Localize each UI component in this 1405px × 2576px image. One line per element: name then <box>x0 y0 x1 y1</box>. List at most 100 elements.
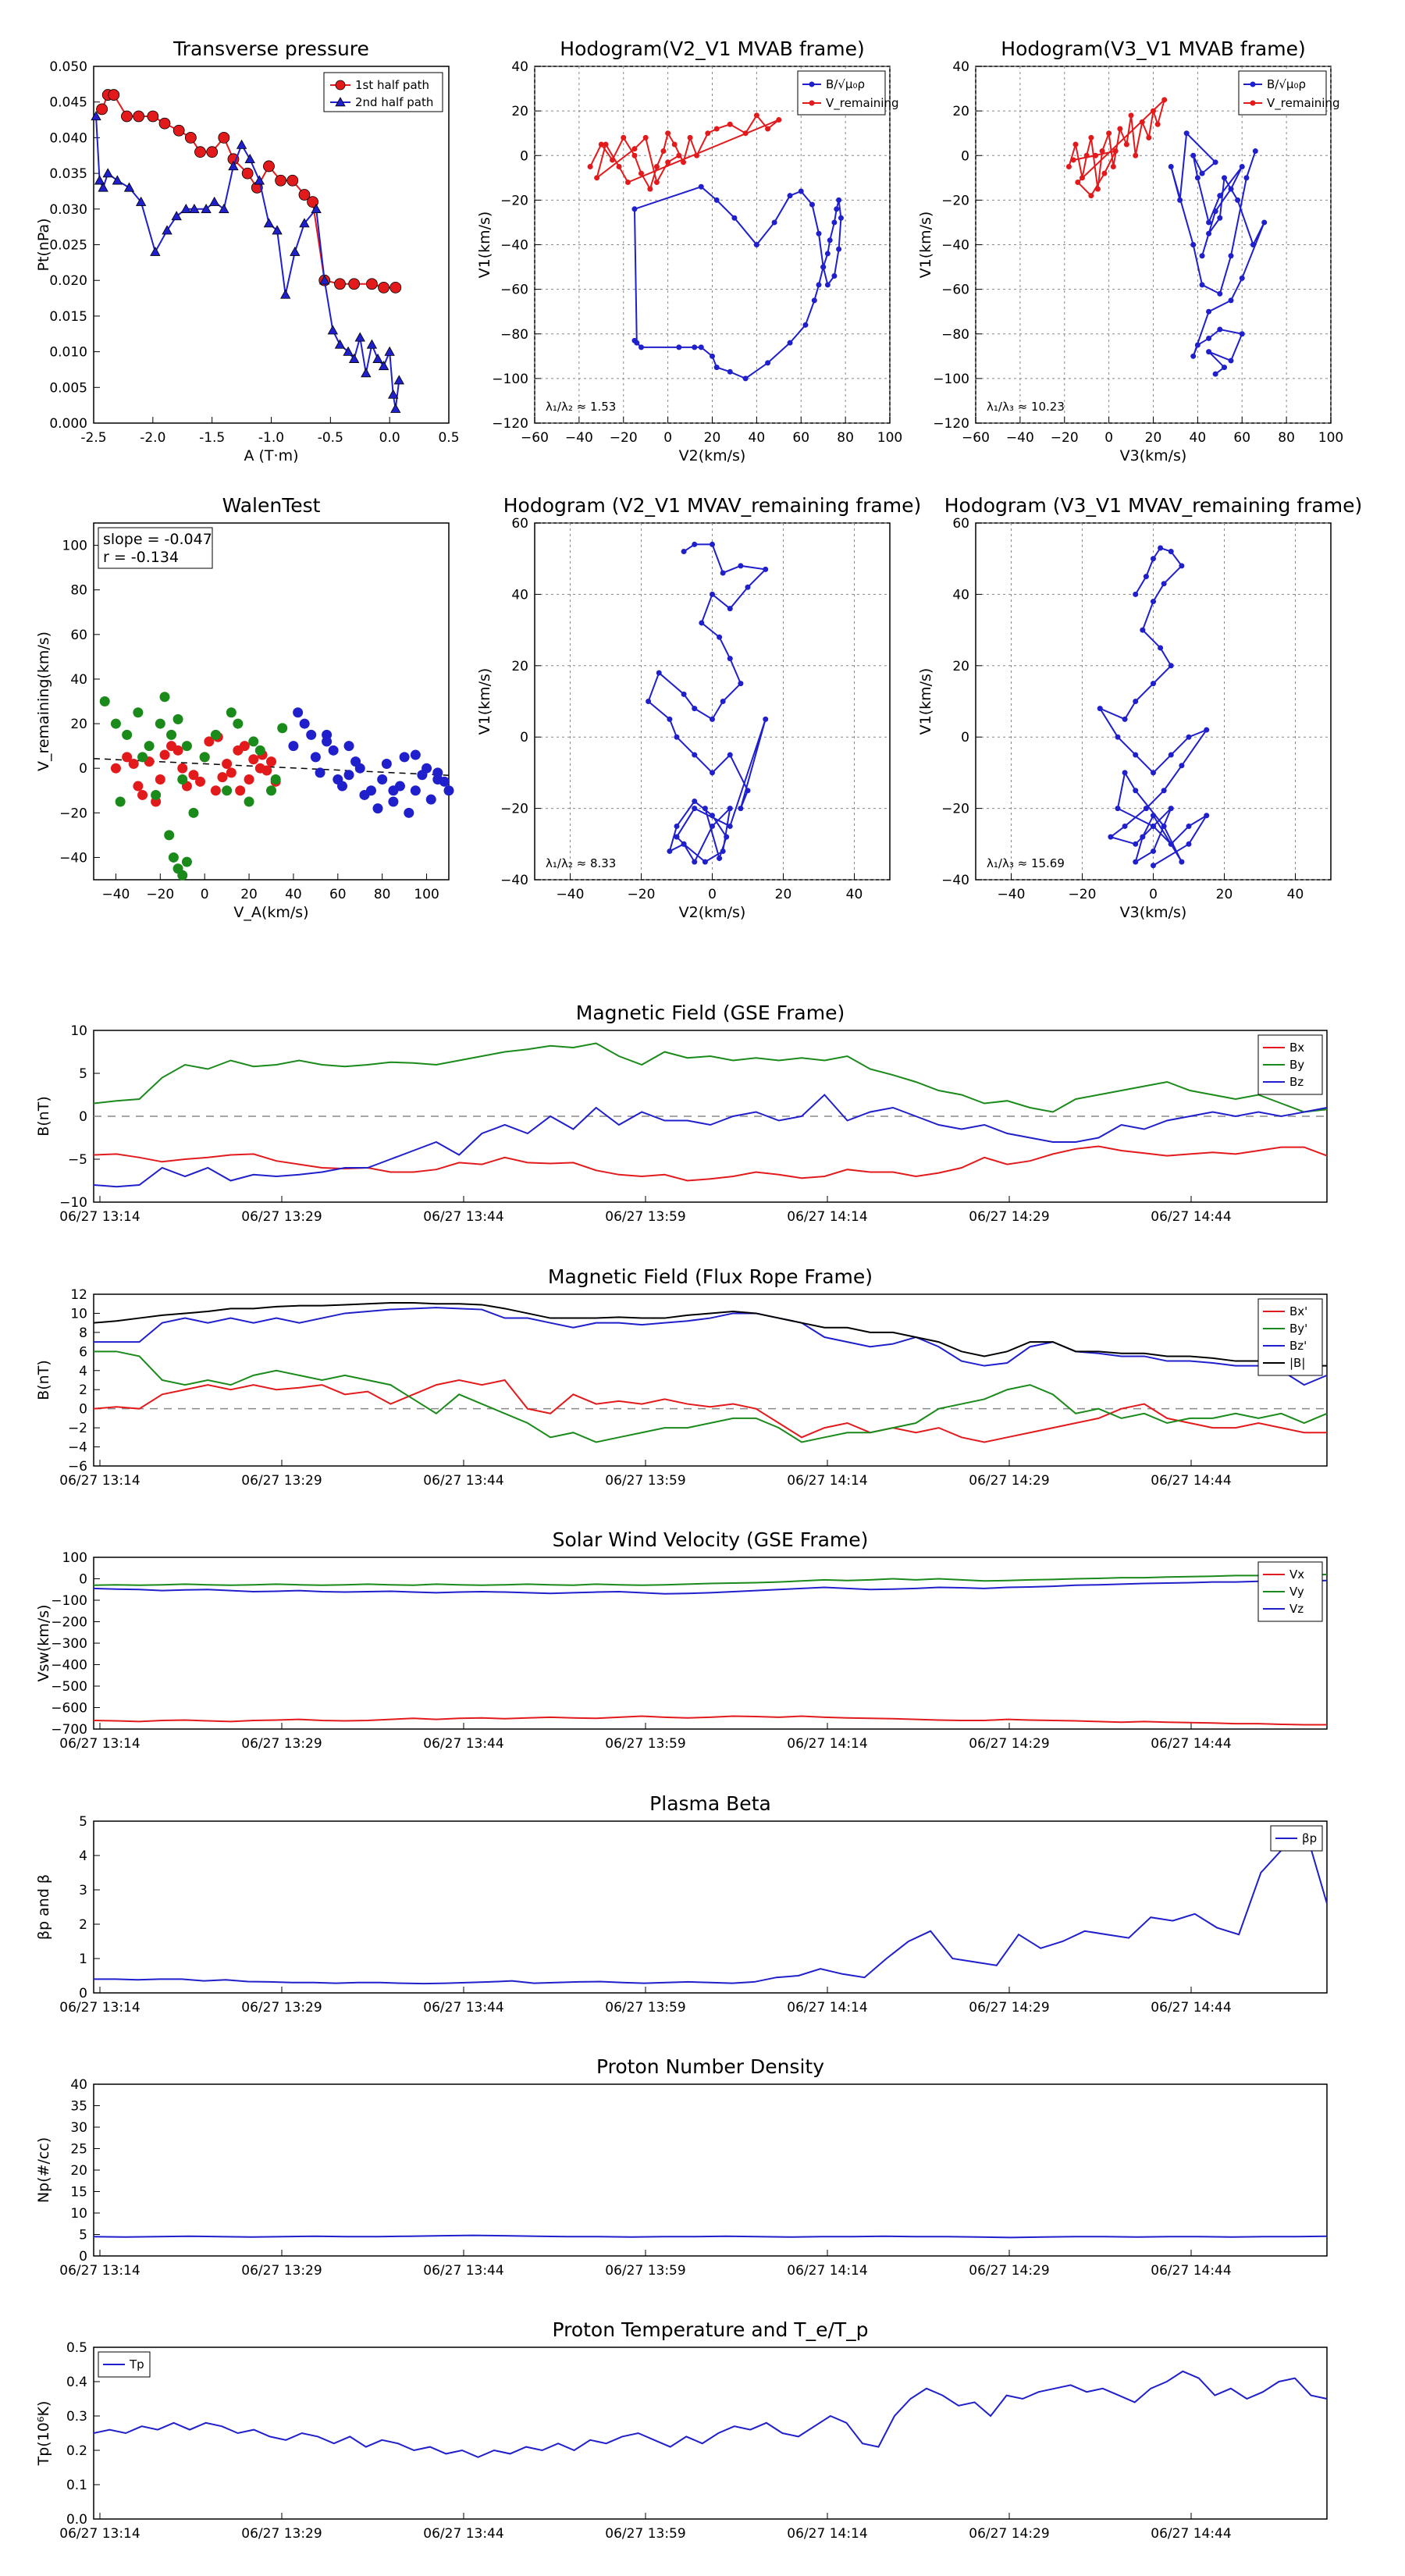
series-line <box>93 1042 1328 1113</box>
data-point <box>798 188 804 194</box>
data-point <box>280 289 291 299</box>
y-tick-label: 5 <box>79 2228 87 2243</box>
data-point <box>1139 119 1145 125</box>
data-point <box>133 781 144 792</box>
x-tick-label: 0 <box>1149 887 1158 902</box>
y-tick-label: −60 <box>941 283 969 298</box>
y-tick-label: 40 <box>70 2077 87 2093</box>
y-tick-label: 20 <box>511 104 528 119</box>
data-point <box>290 246 301 256</box>
y-tick-label: −20 <box>500 802 528 817</box>
data-point <box>1128 112 1134 119</box>
data-point <box>1250 242 1256 247</box>
data-point <box>1228 358 1234 364</box>
legend-marker <box>335 80 346 91</box>
data-point <box>1177 197 1183 203</box>
data-point <box>108 89 120 101</box>
series-line <box>93 2234 1328 2239</box>
data-point <box>1123 141 1129 148</box>
data-point <box>361 368 372 378</box>
data-point <box>348 278 361 290</box>
data-point <box>674 823 680 829</box>
y-tick-label: −40 <box>500 873 528 888</box>
axes-frame <box>93 1820 1328 1994</box>
data-point <box>337 781 347 792</box>
data-point <box>1168 806 1174 812</box>
data-point <box>1168 164 1174 170</box>
data-point <box>122 729 133 740</box>
x-tick-label: 0.0 <box>379 430 400 446</box>
time-tick-label: 06/27 14:29 <box>969 2526 1049 2542</box>
time-tick-label: 06/27 13:44 <box>423 1209 503 1225</box>
data-point <box>384 346 395 356</box>
legend-label: Bx' <box>1289 1304 1307 1318</box>
time-tick-label: 06/27 14:29 <box>969 2000 1049 2016</box>
data-point <box>343 346 354 356</box>
data-point <box>168 852 179 863</box>
data-point <box>631 206 638 212</box>
y-axis-label: Vsw(km/s) <box>35 1604 52 1681</box>
data-point <box>388 796 399 807</box>
data-point <box>710 716 715 722</box>
data-point <box>727 823 733 829</box>
data-point <box>702 859 708 865</box>
y-tick-label: −40 <box>500 238 528 254</box>
x-tick-label: 0 <box>708 887 717 902</box>
time-tick-label: 06/27 13:29 <box>241 1209 322 1225</box>
data-point <box>638 170 644 176</box>
data-point <box>1133 591 1139 597</box>
data-point <box>1190 152 1197 158</box>
data-point <box>1206 219 1212 226</box>
data-point <box>372 803 383 814</box>
x-tick-label: 20 <box>1216 887 1233 902</box>
data-point <box>266 785 276 796</box>
data-point <box>319 275 330 285</box>
data-point <box>698 183 704 190</box>
data-point <box>1212 371 1218 377</box>
data-point <box>692 798 698 804</box>
data-point <box>638 344 644 350</box>
data-point <box>1199 170 1205 176</box>
data-point <box>694 152 700 158</box>
y-tick-label: 3 <box>79 1883 87 1898</box>
data-point <box>831 219 838 226</box>
data-point <box>137 752 148 763</box>
data-point <box>177 870 188 881</box>
data-point <box>742 375 749 382</box>
data-point <box>674 734 680 740</box>
y-axis-label: V1(km/s) <box>917 668 934 735</box>
legend-label: 1st half path <box>355 78 429 92</box>
eigen-ratio: λ₁/λ₂ ≈ 1.53 <box>546 400 616 414</box>
data-point <box>765 360 771 366</box>
data-point <box>121 110 133 123</box>
legend-marker <box>809 100 815 106</box>
y-tick-label: 10 <box>70 1306 87 1322</box>
data-point <box>1143 574 1149 580</box>
y-tick-label: 60 <box>511 516 528 532</box>
data-point <box>334 278 346 290</box>
data-point <box>102 168 113 178</box>
data-point <box>151 789 162 800</box>
series-line <box>93 1094 1328 1188</box>
y-tick-label: 0.005 <box>49 380 87 396</box>
data-point <box>417 770 428 781</box>
data-point <box>676 344 682 350</box>
x-axis-label: V_A(km/s) <box>233 904 308 921</box>
y-tick-label: 0 <box>79 2249 87 2265</box>
data-point <box>727 806 733 812</box>
axes-frame <box>93 2083 1328 2257</box>
data-point <box>1206 335 1212 341</box>
y-tick-label: 0.025 <box>49 238 87 254</box>
x-tick-label: 100 <box>1318 430 1343 446</box>
legend-marker <box>335 97 346 107</box>
data-point <box>1179 763 1185 769</box>
series-line <box>93 1579 1328 1595</box>
data-point <box>388 785 399 796</box>
data-point <box>158 117 171 130</box>
data-point <box>1133 752 1139 758</box>
y-tick-label: 5 <box>79 1066 87 1082</box>
data-point <box>1190 353 1197 359</box>
data-point <box>155 718 165 729</box>
y-tick-label: 2 <box>79 1382 87 1398</box>
data-point <box>348 353 360 363</box>
